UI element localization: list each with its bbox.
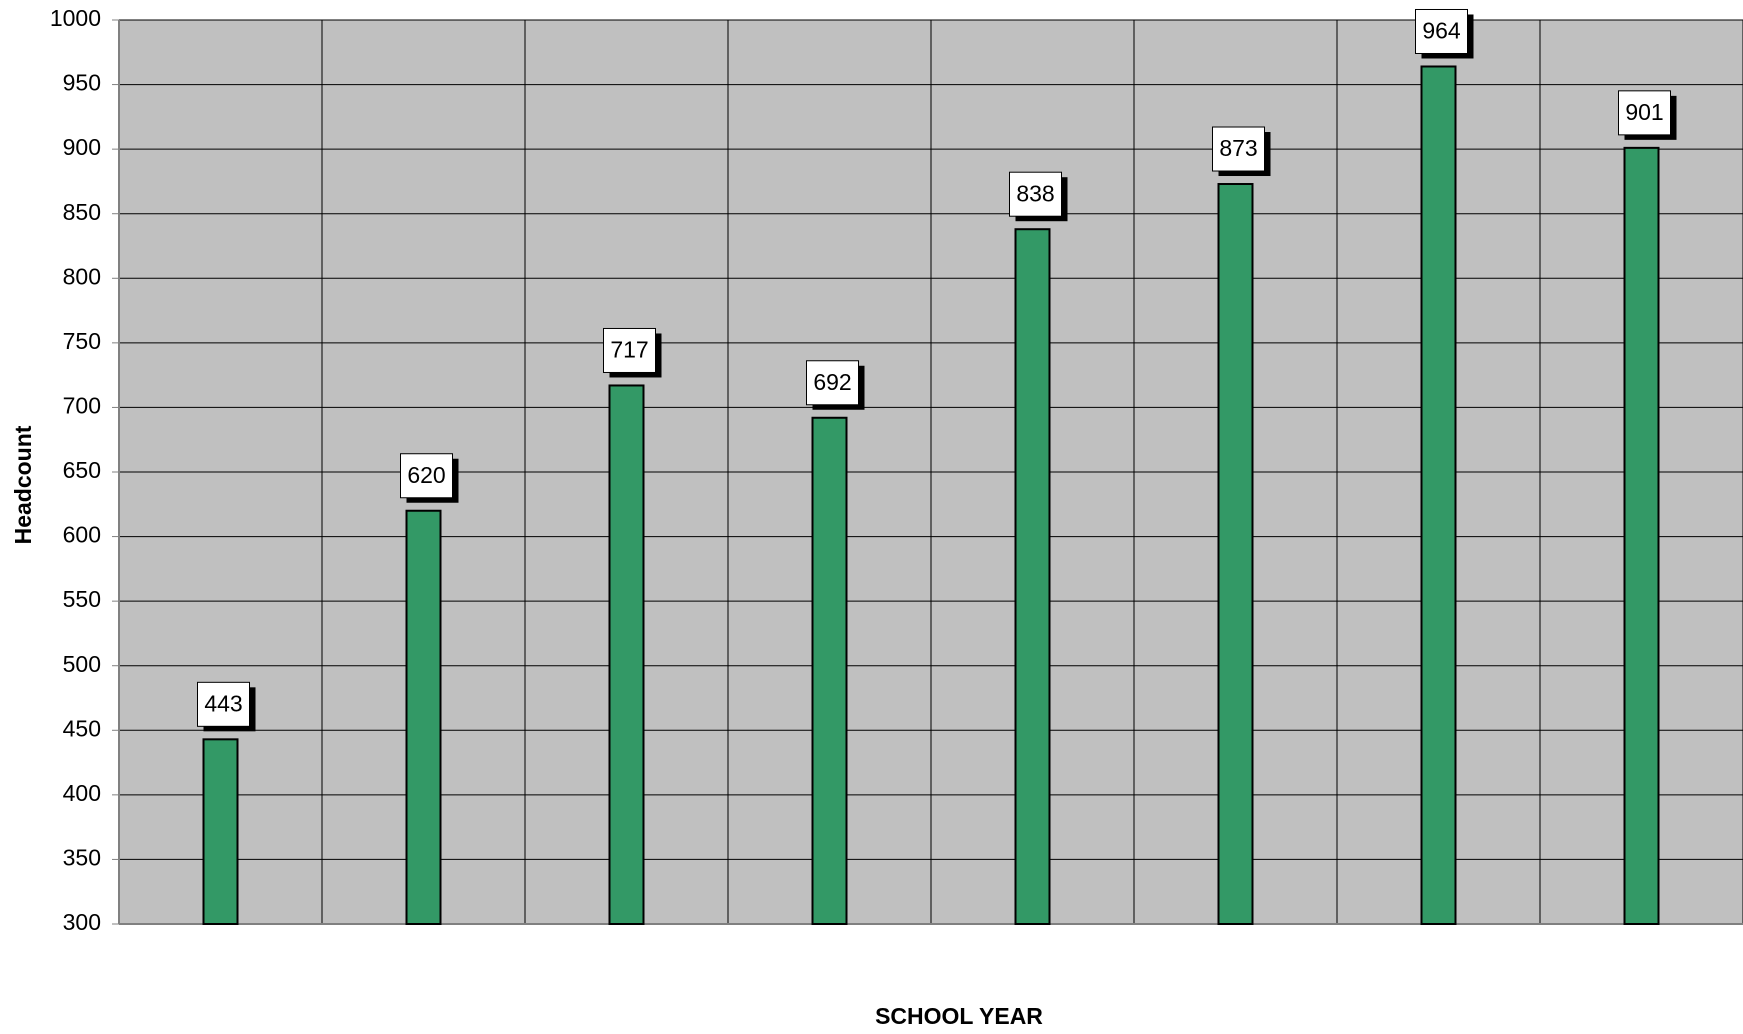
- y-tick-label: 450: [63, 715, 101, 741]
- y-tick-label: 700: [63, 393, 101, 419]
- data-label: 692: [813, 369, 851, 395]
- y-tick-label: 900: [63, 134, 101, 160]
- y-axis-title: Headcount: [10, 425, 36, 544]
- data-label-box: [197, 681, 250, 727]
- bar: [1217, 183, 1254, 926]
- y-tick-label: 750: [63, 328, 101, 354]
- bar: [1014, 228, 1051, 925]
- data-label: 620: [407, 462, 445, 488]
- data-label: 443: [204, 690, 242, 716]
- bar: [1420, 65, 1457, 925]
- data-label-box: [1009, 171, 1062, 217]
- bar: [405, 509, 442, 925]
- bar: [811, 416, 848, 925]
- y-tick-label: 300: [63, 909, 101, 935]
- y-tick-label: 400: [63, 780, 101, 806]
- x-axis-title: SCHOOL YEAR: [875, 1003, 1043, 1029]
- data-label: 838: [1016, 180, 1054, 206]
- y-tick-label: 500: [63, 651, 101, 677]
- data-label-box: [806, 360, 859, 406]
- y-tick-label: 650: [63, 457, 101, 483]
- bar: [608, 384, 645, 925]
- y-tick-label: 850: [63, 199, 101, 225]
- data-label: 873: [1219, 135, 1257, 161]
- y-tick-label: 350: [63, 845, 101, 871]
- data-label: 901: [1625, 99, 1663, 125]
- bar: [202, 738, 239, 926]
- y-tick-label: 1000: [50, 5, 101, 31]
- data-label-box: [1618, 90, 1671, 136]
- data-label-box: [1212, 126, 1265, 172]
- y-tick-label: 550: [63, 586, 101, 612]
- data-label-box: [603, 327, 656, 373]
- data-label-box: [400, 453, 453, 499]
- data-label: 964: [1422, 18, 1461, 44]
- y-tick-label: 800: [63, 263, 101, 289]
- y-tick-label: 600: [63, 522, 101, 548]
- data-label-box: [1415, 8, 1468, 54]
- y-tick-label: 950: [63, 70, 101, 96]
- data-label: 717: [610, 337, 648, 363]
- bar: [1623, 146, 1660, 925]
